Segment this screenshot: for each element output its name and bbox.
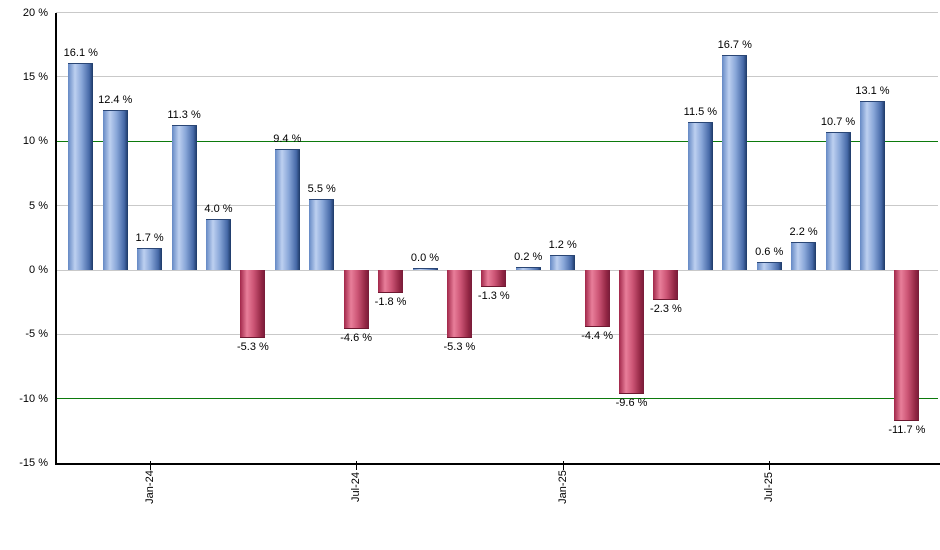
bar-value-label: 16.1 %: [63, 46, 98, 59]
bar-value-label: -4.6 %: [340, 332, 373, 345]
x-axis-tick: [356, 461, 358, 470]
bar-value-label: -5.3 %: [443, 341, 476, 354]
bar-value-label: 11.3 %: [167, 108, 201, 121]
bar-value-label: -9.6 %: [615, 396, 648, 409]
y-axis-tick-label: -10 %: [19, 392, 48, 405]
bar-Nov-23: [68, 62, 94, 270]
bar-value-label: 1.7 %: [135, 232, 164, 245]
bar-Jun-25: [722, 55, 748, 270]
bar-value-label: 4.0 %: [204, 202, 233, 215]
gridline: [56, 12, 938, 14]
bar-value-label: 11.5 %: [683, 106, 718, 118]
x-axis-tick: [149, 461, 151, 470]
bar-Jul-24: [343, 270, 369, 330]
bar-value-label: 0.0 %: [410, 252, 440, 264]
y-axis-tick-label: 15 %: [22, 70, 48, 83]
bar-Nov-24: [481, 270, 507, 287]
x-axis-tick: [769, 461, 771, 470]
bar-Feb-24: [171, 124, 197, 270]
bar-Apr-24: [240, 270, 266, 339]
x-axis-line: [55, 463, 940, 465]
bar-value-label: -1.8 %: [374, 296, 407, 309]
bar-value-label: 0.2 %: [514, 251, 543, 264]
bar-Apr-25: [653, 270, 679, 300]
bar-Aug-24: [378, 270, 404, 294]
bar-value-label: 16.7 %: [717, 39, 752, 52]
bar-Sep-24: [412, 268, 438, 270]
bar-value-label: -2.3 %: [650, 302, 682, 315]
gridline: [56, 333, 938, 335]
x-axis-tick: [562, 461, 564, 470]
bar-Dec-23: [102, 110, 128, 270]
bar-value-label: 1.2 %: [548, 238, 577, 251]
y-axis-tick-label: -5 %: [25, 328, 48, 341]
bar-value-label: -11.7 %: [888, 423, 926, 436]
bar-Oct-25: [859, 101, 885, 270]
bar-Jul-25: [756, 262, 782, 270]
bar-value-label: 5.5 %: [307, 183, 336, 196]
highlight-gridline: [56, 140, 938, 142]
y-axis-line: [55, 12, 57, 465]
bar-value-label: 12.4 %: [98, 94, 133, 107]
y-axis-tick-label: 5 %: [29, 199, 48, 212]
bar-May-24: [274, 149, 300, 270]
highlight-gridline: [56, 398, 938, 400]
bar-Mar-25: [619, 270, 645, 394]
gridline: [56, 76, 938, 78]
bar-Nov-25: [894, 270, 920, 421]
bar-Dec-24: [515, 267, 541, 270]
gridline: [56, 205, 938, 207]
bar-May-25: [687, 122, 713, 270]
bar-Sep-25: [825, 132, 851, 270]
bar-value-label: 9.4 %: [273, 133, 302, 146]
y-axis-tick-label: 10 %: [22, 135, 48, 148]
x-axis-tick-label: Jul-24: [350, 472, 363, 502]
bar-Jun-24: [309, 199, 335, 270]
bar-Feb-25: [584, 270, 610, 327]
bar-value-label: -5.3 %: [236, 341, 269, 354]
bar-value-label: -4.4 %: [581, 329, 613, 342]
bar-value-label: 10.7 %: [820, 116, 856, 129]
bar-value-label: 2.2 %: [789, 225, 818, 238]
x-axis-tick-label: Jan-24: [143, 470, 156, 504]
y-axis-tick-label: 20 %: [22, 6, 48, 19]
x-axis-tick-label: Jan-25: [556, 470, 569, 504]
bar-value-label: -1.3 %: [477, 289, 510, 302]
bar-value-label: 13.1 %: [855, 85, 890, 98]
y-axis-tick-label: -15 %: [19, 457, 48, 470]
bar-value-label: 0.6 %: [755, 246, 784, 259]
x-axis-tick-label: Jul-25: [763, 472, 776, 502]
y-axis-tick-label: 0 %: [29, 264, 48, 276]
bar-Jan-25: [550, 254, 576, 270]
bar-Mar-24: [205, 218, 231, 270]
bar-Jan-24: [137, 248, 163, 270]
bar-Oct-24: [446, 270, 472, 339]
bar-Aug-25: [791, 241, 817, 270]
